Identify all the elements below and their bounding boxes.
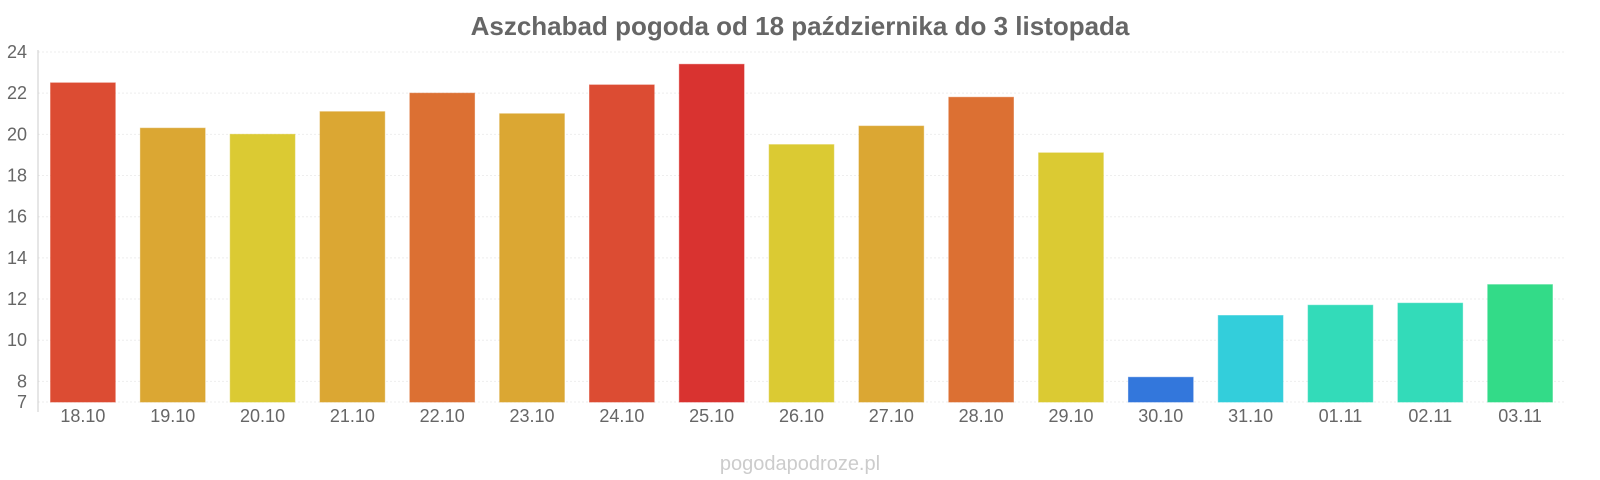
- bar-21.10: [319, 111, 386, 403]
- bar-26.10: [768, 144, 835, 403]
- bar-24.10: [589, 84, 655, 403]
- x-tick-label: 28.10: [959, 406, 1004, 426]
- y-tick-label: 16: [7, 207, 27, 227]
- x-tick-label: 25.10: [689, 406, 734, 426]
- bars: [50, 63, 1553, 403]
- bar-18.10: [50, 82, 116, 403]
- y-tick-label: 12: [7, 289, 27, 309]
- chart-title: Aszchabad pogoda od 18 października do 3…: [471, 11, 1130, 41]
- x-tick-label: 23.10: [510, 406, 555, 426]
- bar-29.10: [1038, 152, 1104, 403]
- x-tick-label: 18.10: [60, 406, 105, 426]
- x-tick-label: 26.10: [779, 406, 824, 426]
- bar-27.10: [858, 125, 925, 403]
- y-tick-label: 20: [7, 124, 27, 144]
- x-axis-ticks: 18.10 19.10 20.10 21.10 22.10 23.10 24.10 25.10…: [60, 406, 1542, 426]
- bar-23.10: [499, 113, 565, 403]
- bar-02.11: [1397, 302, 1464, 403]
- x-tick-label: 24.10: [599, 406, 644, 426]
- bar-01.11: [1307, 304, 1374, 403]
- watermark: pogodapodroze.pl: [720, 453, 880, 475]
- x-tick-label: 31.10: [1228, 406, 1273, 426]
- bar-19.10: [139, 127, 206, 403]
- x-tick-label: 30.10: [1138, 406, 1183, 426]
- y-tick-label: 8: [17, 371, 27, 391]
- y-tick-label: 14: [7, 248, 27, 268]
- bar-28.10: [948, 96, 1014, 403]
- bar-31.10: [1217, 315, 1284, 403]
- bar-03.11: [1487, 284, 1553, 403]
- y-tick-label: 18: [7, 166, 27, 186]
- bar-30.10: [1127, 376, 1194, 403]
- y-axis-ticks: 78 10 12 14 16 18 20 22 24: [7, 42, 27, 412]
- y-tick-label: 10: [7, 330, 27, 350]
- bar-20.10: [229, 133, 296, 403]
- x-tick-label: 22.10: [420, 406, 465, 426]
- bar-22.10: [409, 92, 476, 403]
- x-tick-label: 21.10: [330, 406, 375, 426]
- y-tick-label: 22: [7, 83, 27, 103]
- x-tick-label: 19.10: [150, 406, 195, 426]
- x-tick-label: 27.10: [869, 406, 914, 426]
- x-tick-label: 02.11: [1408, 406, 1452, 426]
- bar-25.10: [678, 63, 745, 403]
- x-tick-label: 03.11: [1498, 406, 1542, 426]
- y-tick-label: 7: [17, 392, 27, 412]
- x-tick-label: 20.10: [240, 406, 285, 426]
- y-tick-label: 24: [7, 42, 27, 62]
- x-tick-label: 01.11: [1319, 406, 1363, 426]
- x-tick-label: 29.10: [1048, 406, 1093, 426]
